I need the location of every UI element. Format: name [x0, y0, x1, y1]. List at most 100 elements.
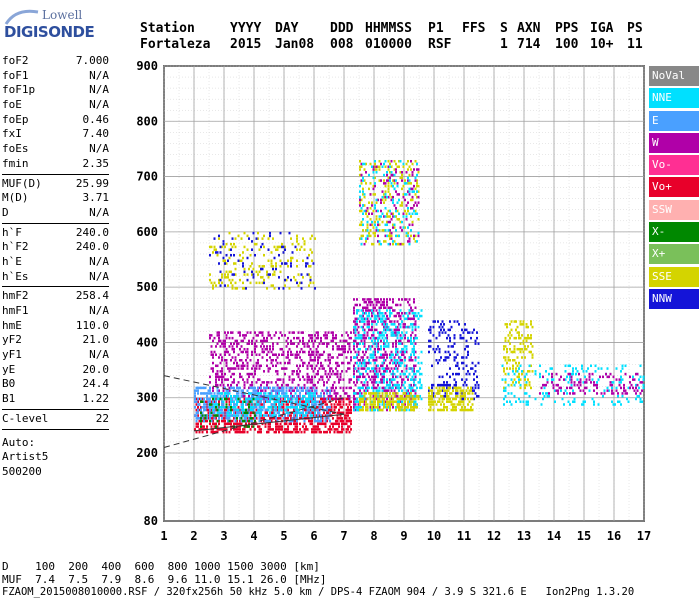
- echo-point-w: [350, 336, 352, 340]
- echo-point-nnw: [444, 383, 447, 387]
- echo-point-sse: [392, 392, 394, 395]
- echo-point-nnw: [468, 331, 471, 334]
- echo-point-e: [284, 392, 286, 395]
- echo-point-w: [219, 375, 222, 379]
- echo-point-w: [353, 320, 355, 323]
- echo-point-nnw: [428, 328, 430, 332]
- echo-point-w: [284, 361, 286, 365]
- echo-point-sse: [410, 198, 412, 202]
- echo-point-sse: [374, 176, 376, 180]
- echo-point-nne: [392, 361, 394, 365]
- echo-point-nne: [357, 317, 360, 321]
- echo-point-e: [218, 417, 220, 420]
- echo-point-sse: [408, 403, 411, 406]
- echo-point-nne: [371, 353, 373, 356]
- echo-point-nne: [393, 334, 396, 337]
- echo-point-w: [363, 317, 366, 321]
- echo-point-e: [198, 417, 201, 420]
- echo-point-w: [332, 347, 334, 351]
- echo-point-nnw: [461, 392, 463, 395]
- echo-point-e: [314, 419, 316, 423]
- echo-point-sse: [369, 182, 372, 185]
- echo-point-vo-: [219, 414, 222, 417]
- echo-point-sse: [374, 406, 376, 409]
- echo-point-nne: [377, 350, 379, 354]
- echo-point-w: [366, 389, 369, 392]
- echo-point-nnw: [246, 256, 249, 260]
- echo-point-w: [410, 309, 412, 312]
- echo-point-sse: [272, 237, 274, 240]
- echo-point-sse: [464, 408, 466, 412]
- echo-point-nne: [264, 392, 267, 395]
- echo-point-sse: [404, 406, 406, 409]
- echo-point-nne: [278, 403, 280, 406]
- echo-point-nne: [381, 331, 384, 334]
- echo-point-e: [203, 406, 205, 409]
- echo-point-w: [383, 370, 385, 373]
- echo-point-w: [320, 336, 322, 340]
- header-value-2: Jan08: [275, 37, 315, 52]
- echo-point-nne: [228, 408, 231, 412]
- echo-point-nne: [270, 406, 273, 409]
- echo-point-vo-: [320, 397, 322, 401]
- echo-point-nne: [398, 361, 400, 365]
- echo-point-nne: [303, 394, 306, 398]
- echo-point-sse: [231, 284, 234, 287]
- echo-point-nne: [272, 414, 274, 417]
- echo-point-vo-: [342, 397, 345, 401]
- echo-point-sse: [405, 394, 408, 398]
- echo-point-w: [372, 168, 375, 171]
- echo-point-vo-: [338, 422, 340, 426]
- echo-point-sse: [513, 336, 516, 340]
- echo-point-vo-: [338, 403, 340, 406]
- echo-point-nne: [618, 381, 621, 384]
- echo-point-e: [318, 406, 321, 409]
- echo-point-nne: [236, 394, 238, 398]
- echo-point-vo-: [336, 414, 339, 417]
- echo-point-nne: [252, 406, 255, 409]
- echo-point-x-: [200, 411, 202, 415]
- echo-point-vo-: [338, 430, 340, 434]
- echo-point-nne: [222, 400, 225, 403]
- echo-point-nne: [584, 400, 586, 403]
- echo-point-e: [302, 389, 304, 392]
- echo-point-sse: [437, 400, 439, 403]
- echo-point-vo-: [315, 425, 318, 428]
- echo-point-sse: [455, 397, 457, 401]
- echo-point-sse: [398, 218, 400, 221]
- echo-point-w: [380, 198, 382, 202]
- echo-point-e: [293, 394, 295, 398]
- echo-point-w: [386, 303, 388, 307]
- echo-point-e: [212, 411, 214, 415]
- echo-point-w: [257, 378, 259, 381]
- echo-point-x-: [248, 419, 250, 423]
- echo-point-w: [315, 336, 318, 340]
- echo-point-nne: [411, 342, 414, 345]
- echo-point-w: [362, 309, 364, 312]
- echo-point-e: [236, 411, 238, 415]
- echo-point-w: [285, 339, 288, 343]
- echo-point-nne: [527, 403, 529, 406]
- echo-point-e: [272, 394, 274, 398]
- echo-point-w: [383, 386, 385, 390]
- echo-point-vo-: [242, 430, 244, 434]
- echo-point-sse: [516, 347, 519, 351]
- echo-point-sse: [369, 403, 372, 406]
- echo-point-e: [218, 414, 220, 417]
- echo-point-e: [260, 400, 262, 403]
- echo-point-sse: [372, 397, 375, 401]
- echo-point-sse: [362, 408, 364, 412]
- echo-point-sse: [404, 400, 406, 403]
- echo-point-w: [365, 386, 367, 390]
- echo-point-nnw: [471, 361, 474, 365]
- echo-point-vo-: [294, 414, 297, 417]
- echo-point-w: [404, 323, 406, 326]
- echo-point-w: [233, 342, 235, 345]
- echo-point-sse: [410, 168, 412, 171]
- echo-point-nne: [360, 334, 363, 337]
- echo-point-w: [411, 389, 414, 392]
- echo-point-w: [321, 378, 324, 381]
- autoscaling-info: Auto: Artist5 500200: [2, 436, 109, 480]
- echo-point-w: [348, 386, 351, 390]
- param-row: foEs N/A: [2, 142, 109, 157]
